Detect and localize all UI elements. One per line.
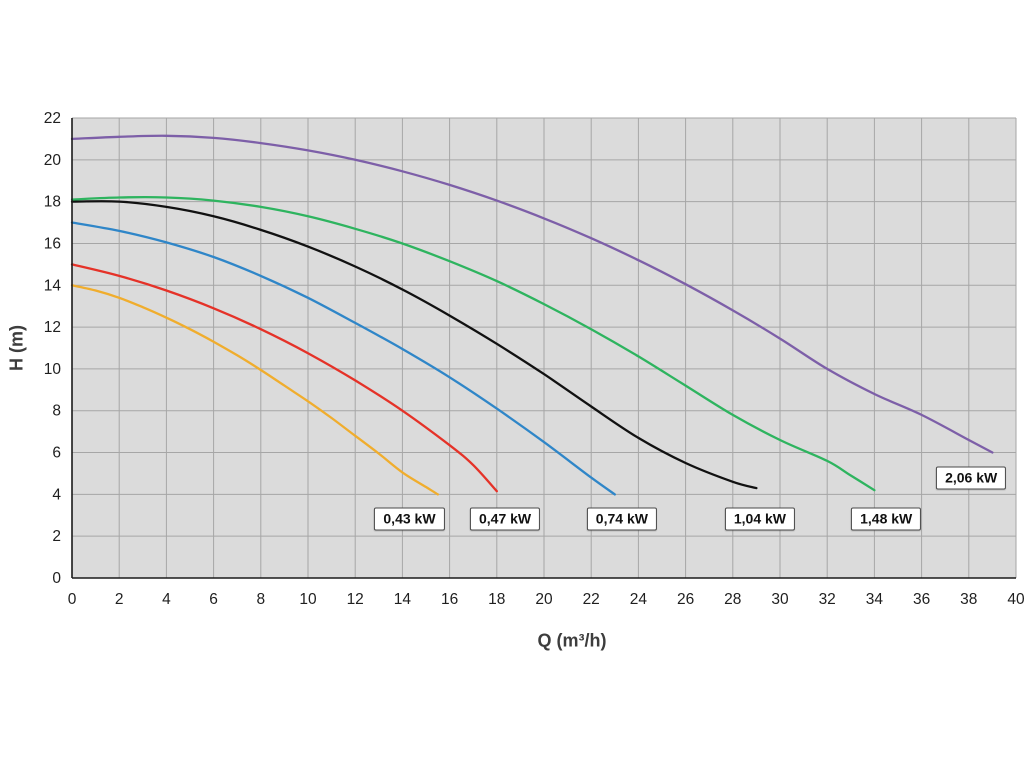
- y-axis-title: H (m): [6, 325, 27, 371]
- x-tick-label: 18: [488, 591, 505, 608]
- curve-0-74-kw: [70, 221, 616, 496]
- x-tick-label: 4: [162, 591, 171, 608]
- x-tick-label: 0: [68, 591, 77, 608]
- y-tick-label: 8: [52, 403, 61, 420]
- y-tick-label: 6: [52, 445, 61, 462]
- x-tick-label: 30: [771, 591, 789, 608]
- x-tick-label: 36: [913, 591, 930, 608]
- x-tick-label: 38: [960, 591, 977, 608]
- y-tick-label: 20: [44, 152, 62, 169]
- x-axis-title: Q (m³/h): [537, 630, 607, 651]
- x-tick-label: 40: [1007, 591, 1024, 608]
- x-tick-label: 20: [535, 591, 553, 608]
- x-tick-label: 12: [347, 591, 364, 608]
- x-tick-label: 2: [115, 591, 124, 608]
- x-tick-label: 32: [819, 591, 836, 608]
- curve-1-48-kw: [70, 195, 876, 492]
- y-tick-label: 2: [52, 528, 61, 545]
- x-tick-label: 14: [394, 591, 412, 608]
- y-tick-label: 22: [44, 110, 61, 127]
- x-tick-label: 6: [209, 591, 218, 608]
- x-tick-label: 16: [441, 591, 458, 608]
- x-tick-label: 26: [677, 591, 694, 608]
- x-tick-label: 22: [583, 591, 600, 608]
- y-tick-label: 12: [44, 319, 61, 336]
- x-tick-label: 28: [724, 591, 741, 608]
- y-tick-label: 0: [52, 570, 61, 587]
- y-tick-label: 4: [52, 486, 61, 503]
- y-tick-label: 18: [44, 194, 61, 211]
- x-tick-label: 8: [256, 591, 265, 608]
- x-tick-label: 24: [630, 591, 648, 608]
- y-tick-label: 16: [44, 235, 61, 252]
- y-tick-label: 14: [44, 277, 62, 294]
- x-tick-label: 10: [299, 591, 317, 608]
- curve-0-43-kw: [70, 284, 439, 496]
- y-tick-label: 10: [44, 361, 62, 378]
- curve-0-47-kw: [70, 263, 498, 493]
- curve-2-06-kw: [70, 134, 994, 454]
- curve-1-04-kw: [70, 200, 758, 490]
- x-tick-label: 34: [866, 591, 884, 608]
